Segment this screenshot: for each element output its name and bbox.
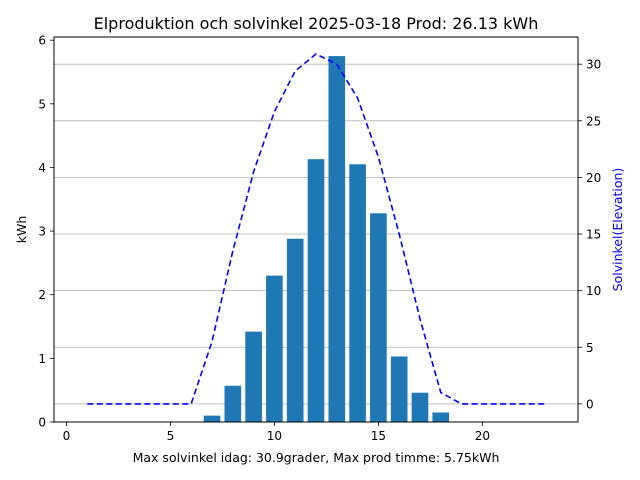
x-tick-label: 15 bbox=[371, 429, 386, 443]
y2-tick-label: 5 bbox=[586, 341, 594, 355]
bar bbox=[411, 392, 429, 422]
y-axis: 0 1 2 3 4 5 6 bbox=[38, 34, 54, 430]
y2-tick-label: 20 bbox=[586, 171, 601, 185]
bar bbox=[390, 356, 408, 422]
y2-tick-label: 25 bbox=[586, 114, 601, 128]
bar bbox=[307, 159, 325, 422]
y2-tick-label: 30 bbox=[586, 58, 601, 72]
bars bbox=[203, 56, 450, 423]
x-axis: 0 5 10 15 20 bbox=[63, 422, 490, 443]
x-tick-label: 10 bbox=[267, 429, 282, 443]
elevation-line bbox=[87, 53, 545, 405]
y-tick-label: 5 bbox=[38, 97, 46, 111]
y-tick-label: 2 bbox=[38, 288, 46, 302]
y-tick-label: 3 bbox=[38, 225, 46, 239]
x-tick-label: 20 bbox=[475, 429, 490, 443]
y2-axis: 0 5 10 15 20 25 30 bbox=[578, 58, 601, 411]
bar bbox=[349, 164, 366, 423]
y2-axis-label: Solvinkel(Elevation) bbox=[610, 168, 625, 292]
y-tick-label: 6 bbox=[38, 34, 46, 48]
bar bbox=[203, 415, 221, 422]
plot-frame bbox=[53, 36, 579, 423]
bar bbox=[266, 275, 283, 422]
y-axis-label: kWh bbox=[14, 216, 29, 244]
bar bbox=[432, 412, 450, 422]
y2-tick-label: 0 bbox=[586, 397, 594, 411]
x-axis-label: Max solvinkel idag: 30.9grader, Max prod… bbox=[133, 450, 500, 465]
chart-title: Elproduktion och solvinkel 2025-03-18 Pr… bbox=[94, 14, 539, 33]
y-tick-label: 1 bbox=[38, 352, 46, 366]
y2-tick-label: 10 bbox=[586, 284, 601, 298]
x-tick-label: 5 bbox=[167, 429, 175, 443]
x-tick-label: 0 bbox=[63, 429, 71, 443]
bar bbox=[245, 331, 262, 422]
y2-tick-label: 15 bbox=[586, 228, 601, 242]
bar bbox=[286, 238, 304, 422]
y-tick-label: 4 bbox=[38, 161, 46, 175]
y-tick-label: 0 bbox=[38, 416, 46, 430]
bar bbox=[370, 213, 387, 422]
elevation-line-path bbox=[87, 53, 545, 405]
bar bbox=[328, 56, 346, 422]
bar bbox=[224, 385, 242, 422]
